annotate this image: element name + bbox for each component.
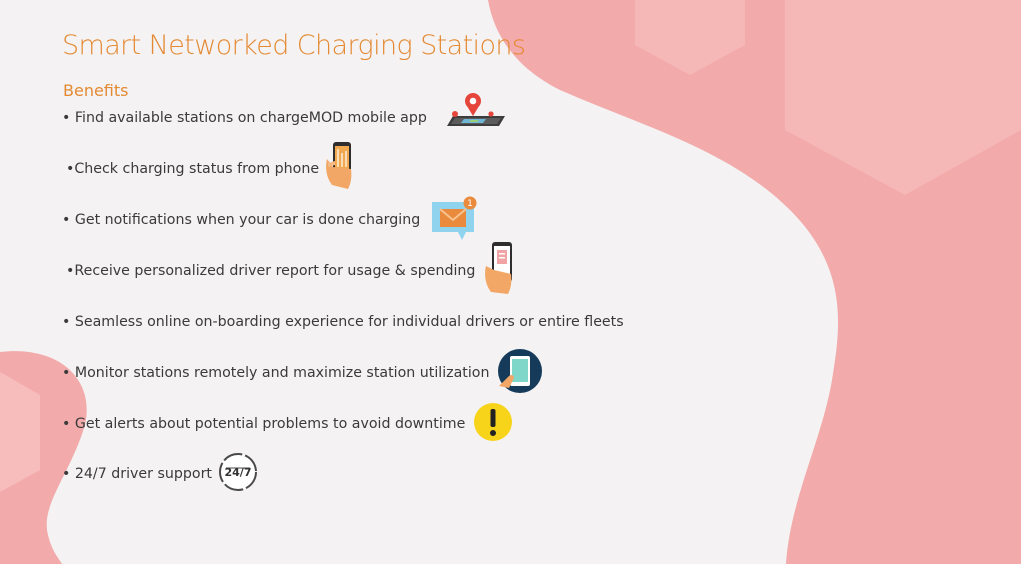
benefit-text: • Get alerts about potential problems to… bbox=[62, 416, 466, 432]
benefit-text: • Get notifications when your car is don… bbox=[62, 212, 421, 228]
phone-in-hand-icon bbox=[324, 139, 358, 197]
benefit-text: • 24/7 driver support bbox=[62, 466, 212, 482]
benefit-item-find-stations: • Find available stations on chargeMOD m… bbox=[62, 93, 507, 130]
slide-title: Smart Networked Charging Stations bbox=[62, 30, 526, 61]
alert-icon bbox=[473, 402, 513, 446]
24-7-icon: 24/7 bbox=[218, 452, 258, 496]
benefit-text: •Receive personalized driver report for … bbox=[66, 263, 476, 279]
notification-count: 1 bbox=[467, 199, 473, 209]
hexagon-left bbox=[0, 372, 40, 492]
benefit-item-driver-report: •Receive personalized driver report for … bbox=[66, 242, 516, 294]
hexagon-top bbox=[635, 0, 745, 75]
envelope-notification-icon: 1 bbox=[432, 196, 480, 246]
map-pin-icon bbox=[439, 92, 507, 132]
benefit-text: • Seamless online on-boarding experience… bbox=[62, 314, 624, 330]
benefit-text: • Find available stations on chargeMOD m… bbox=[62, 110, 427, 126]
hexagon-right bbox=[785, 0, 1021, 195]
benefit-text: • Monitor stations remotely and maximize… bbox=[62, 365, 490, 381]
benefit-item-alerts: • Get alerts about potential problems to… bbox=[62, 403, 513, 441]
phone-report-icon bbox=[480, 240, 516, 300]
tablet-touch-icon bbox=[497, 348, 543, 398]
support-label: 24/7 bbox=[224, 466, 251, 479]
benefit-item-charging-status: •Check charging status from phone bbox=[66, 142, 358, 189]
benefit-item-notifications: • Get notifications when your car is don… bbox=[62, 196, 480, 240]
benefit-item-monitor-stations: • Monitor stations remotely and maximize… bbox=[62, 349, 543, 393]
slide-subtitle: Benefits bbox=[63, 81, 129, 100]
benefit-item-support: • 24/7 driver support 24/7 bbox=[62, 453, 258, 491]
benefit-item-onboarding: • Seamless online on-boarding experience… bbox=[62, 310, 624, 334]
benefit-text: •Check charging status from phone bbox=[66, 161, 320, 177]
